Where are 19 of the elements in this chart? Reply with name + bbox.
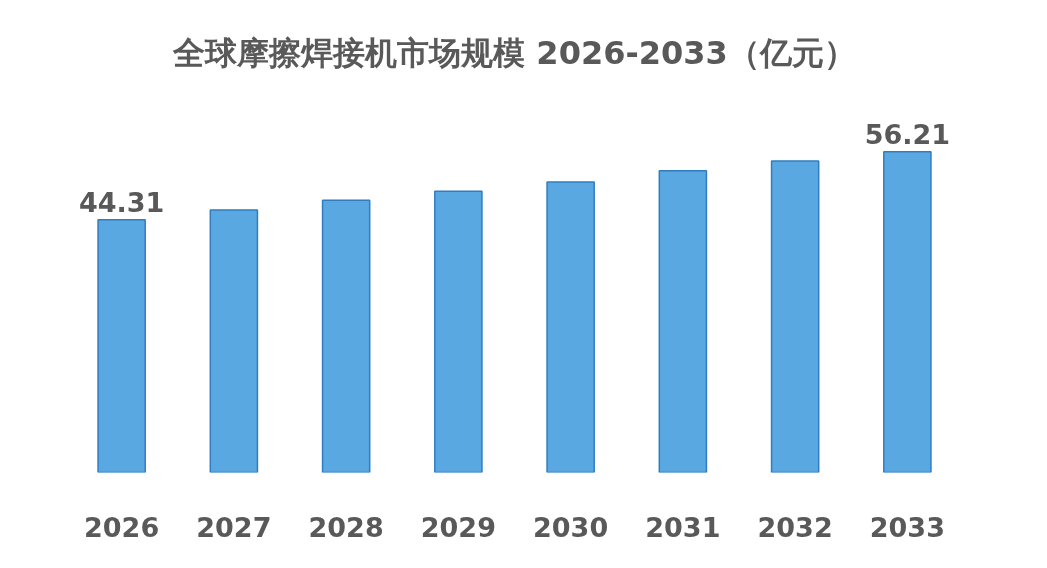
x-tick-label: 2027 (196, 511, 272, 543)
x-tick-label: 2026 (84, 511, 160, 543)
bar (546, 181, 595, 473)
bar (321, 199, 371, 473)
bar (658, 169, 708, 473)
bar (770, 160, 820, 473)
x-tick-label: 2028 (308, 511, 384, 543)
bar (209, 209, 259, 473)
bar (97, 218, 146, 473)
data-label: 44.31 (78, 186, 165, 218)
x-tick-label: 2032 (757, 511, 833, 543)
bar (883, 151, 932, 473)
x-tick-label: 2030 (533, 511, 609, 543)
x-tick-label: 2029 (420, 511, 496, 543)
x-tick-label: 2031 (645, 511, 721, 543)
x-tick-label: 2033 (869, 511, 945, 543)
bar (434, 190, 483, 473)
chart-title: 全球摩擦焊接机市场规模 2026-2033（亿元） (172, 33, 856, 72)
data-label: 56.21 (864, 118, 951, 150)
